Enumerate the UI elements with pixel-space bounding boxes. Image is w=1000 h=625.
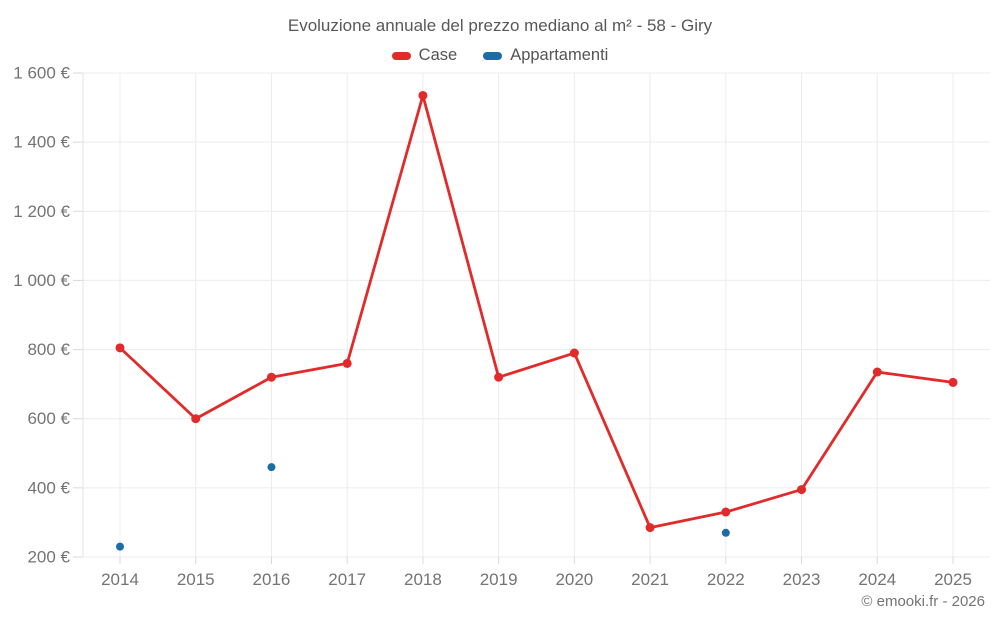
data-point <box>721 528 730 537</box>
legend-item-case[interactable]: Case <box>391 46 458 65</box>
data-point <box>418 90 428 100</box>
data-point <box>115 343 125 353</box>
y-tick-label: 200 € <box>27 548 70 567</box>
case-series-swatch <box>391 51 411 60</box>
x-tick-label: 2020 <box>555 570 593 589</box>
data-point <box>797 485 807 495</box>
data-point <box>116 542 124 551</box>
data-point <box>266 372 276 382</box>
data-point <box>267 463 276 472</box>
x-tick-label: 2018 <box>404 570 442 589</box>
y-tick-label: 1 000 € <box>13 271 70 290</box>
y-tick-label: 400 € <box>27 478 70 497</box>
data-point <box>569 348 579 358</box>
data-point <box>645 523 655 533</box>
data-point <box>191 414 201 424</box>
y-tick-label: 1 200 € <box>13 202 70 221</box>
legend-label-case: Case <box>418 46 458 64</box>
x-tick-label: 2014 <box>101 570 139 589</box>
y-axis-labels: 200 € 400 € 600 € 800 € 1 000 € 1 200 € 1 400 … <box>13 64 70 567</box>
footer-credit: © emooki.fr - 2026 <box>861 593 985 610</box>
data-point <box>948 377 958 387</box>
x-tick-label: 2024 <box>858 570 896 589</box>
x-tick-label: 2023 <box>783 570 821 589</box>
y-tick-label: 600 € <box>27 409 70 428</box>
y-tick-label: 800 € <box>27 340 70 359</box>
series-case <box>115 90 958 533</box>
chart-legend: Case Appartamenti <box>0 46 1000 65</box>
x-tick-label: 2021 <box>631 570 669 589</box>
data-point <box>872 367 882 377</box>
series-appartamenti <box>116 463 730 551</box>
x-tick-label: 2017 <box>328 570 366 589</box>
data-point <box>494 372 504 382</box>
x-tick-label: 2025 <box>934 570 972 589</box>
grid <box>73 72 990 564</box>
series-line <box>118 94 955 530</box>
chart-title: Evoluzione annuale del prezzo mediano al… <box>287 16 713 35</box>
legend-label-appartamenti: Appartamenti <box>510 46 609 64</box>
x-tick-label: 2016 <box>253 570 291 589</box>
appartamenti-series-swatch <box>483 51 503 60</box>
data-point <box>721 507 731 517</box>
x-tick-label: 2015 <box>177 570 215 589</box>
x-tick-label: 2019 <box>480 570 518 589</box>
y-tick-label: 1 400 € <box>13 133 70 152</box>
y-tick-label: 1 600 € <box>13 64 70 83</box>
x-axis-labels: 2014 2015 2016 2017 2018 2019 2020 2021 2022 2023… <box>101 570 972 589</box>
legend-item-appartamenti[interactable]: Appartamenti <box>483 46 608 65</box>
x-tick-label: 2022 <box>707 570 745 589</box>
data-point <box>342 358 352 368</box>
